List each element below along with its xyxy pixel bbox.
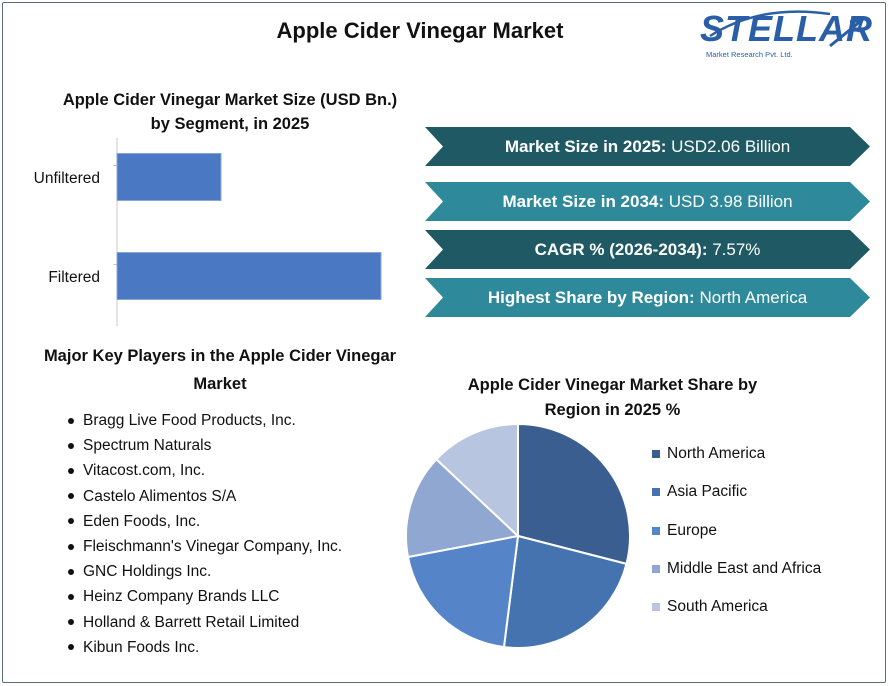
player-name: Fleischmann's Vinegar Company, Inc. xyxy=(83,538,343,556)
pie-slice-middle-east-and-africa xyxy=(405,457,521,559)
banner-arrow-shape xyxy=(425,127,870,166)
stat-banner: Market Size in 2034: USD 3.98 Billion xyxy=(425,182,870,221)
players-list: Bragg Live Food Products, Inc. Spectrum N… xyxy=(68,408,342,660)
legend-label: South America xyxy=(667,598,768,616)
bar-chart: Unfiltered Filtered xyxy=(34,138,382,326)
pie-chart-title: Apple Cider Vinegar Market Share by Regi… xyxy=(467,376,758,419)
legend-label: Asia Pacific xyxy=(667,483,748,501)
pie-slice-asia-pacific xyxy=(502,534,628,649)
players-title: Major Key Players in the Apple Cider Vin… xyxy=(43,347,397,393)
stat-banner: Highest Share by Region: North America xyxy=(425,278,870,317)
legend-label: Middle East and Africa xyxy=(667,560,822,578)
legend-label: North America xyxy=(667,445,766,463)
player-name: Vitacost.com, Inc. xyxy=(83,462,206,480)
main-title: Apple Cider Vinegar Market xyxy=(276,18,564,43)
player-name: Eden Foods, Inc. xyxy=(83,512,201,530)
player-list-item: Vitacost.com, Inc. xyxy=(68,458,342,483)
player-list-item: Castelo Alimentos S/A xyxy=(68,484,342,509)
banner-text: Market Size in 2025: USD2.06 Billion xyxy=(505,137,790,157)
bullet-icon xyxy=(68,644,74,651)
player-name: Heinz Company Brands LLC xyxy=(83,588,280,606)
banner-value: 7.57% xyxy=(707,239,761,259)
bar-category-label: Unfiltered xyxy=(34,170,100,187)
legend-swatch xyxy=(652,603,660,612)
banner-text: Market Size in 2034: USD 3.98 Billion xyxy=(502,192,792,212)
banner-text: CAGR % (2026-2034): 7.57% xyxy=(535,240,761,260)
bar-chart-title: Apple Cider Vinegar Market Size (USD Bn.… xyxy=(62,91,398,133)
pie-legend: North America Asia Pacific Europe Middle Ea… xyxy=(652,435,821,626)
pie-slice-europe xyxy=(406,534,520,649)
bullet-icon xyxy=(68,594,74,601)
stat-banner: CAGR % (2026-2034): 7.57% xyxy=(425,230,870,269)
legend-item: Europe xyxy=(652,512,821,550)
banner-value: North America xyxy=(694,287,808,307)
legend-swatch xyxy=(652,450,660,459)
legend-swatch xyxy=(652,526,660,535)
player-name: Castelo Alimentos S/A xyxy=(83,487,237,505)
banner-value: USD 3.98 Billion xyxy=(664,191,793,211)
pie-chart xyxy=(405,422,631,649)
bar-category-label: Filtered xyxy=(48,269,100,286)
banner-arrow-shape xyxy=(425,182,870,221)
bullet-icon xyxy=(68,568,74,575)
legend-label: Europe xyxy=(667,521,717,539)
stat-banner: Market Size in 2025: USD2.06 Billion xyxy=(425,127,870,166)
bullet-icon xyxy=(68,417,74,424)
banner-label: Highest Share by Region: xyxy=(487,287,695,307)
legend-item: South America xyxy=(652,588,821,626)
logo-tagline: Market Research Pvt. Ltd. xyxy=(706,50,793,59)
banner-arrow-shape xyxy=(425,230,870,269)
bar-unfiltered xyxy=(116,153,222,201)
bullet-icon xyxy=(68,442,74,449)
banner-label: Market Size in 2025: xyxy=(504,136,667,156)
bar-filtered xyxy=(116,252,382,300)
pie-slice-north-america xyxy=(517,422,631,566)
player-name: Bragg Live Food Products, Inc. xyxy=(83,412,296,429)
player-name: Kibun Foods Inc. xyxy=(83,638,200,656)
player-list-item: Holland & Barrett Retail Limited xyxy=(68,610,342,635)
legend-item: North America xyxy=(652,435,821,473)
logo-wordmark: STELLAR xyxy=(700,8,873,49)
player-name: GNC Holdings Inc. xyxy=(83,563,212,581)
bullet-icon xyxy=(68,543,74,550)
player-name: Spectrum Naturals xyxy=(83,437,212,455)
legend-swatch xyxy=(652,488,660,497)
banner-value: USD2.06 Billion xyxy=(666,136,791,156)
legend-item: Asia Pacific xyxy=(652,473,821,511)
bullet-icon xyxy=(68,619,74,626)
player-list-item: Bragg Live Food Products, Inc. xyxy=(68,408,342,433)
banner-arrow-shape xyxy=(425,278,870,317)
banner-label: CAGR % (2026-2034): xyxy=(534,239,708,259)
player-name: Holland & Barrett Retail Limited xyxy=(83,613,300,631)
player-list-item: Eden Foods, Inc. xyxy=(68,509,342,534)
player-list-item: Fleischmann's Vinegar Company, Inc. xyxy=(68,534,342,559)
player-list-item: Kibun Foods Inc. xyxy=(68,635,342,660)
pie-slice-south-america xyxy=(434,422,519,539)
banner-text: Highest Share by Region: North America xyxy=(488,288,807,308)
banner-label: Market Size in 2034: xyxy=(502,191,665,211)
bullet-icon xyxy=(68,518,74,525)
logo-swoosh-icon xyxy=(709,10,868,48)
bullet-icon xyxy=(68,493,74,500)
player-list-item: Spectrum Naturals xyxy=(68,433,342,458)
stellar-logo: STELLAR Market Research Pvt. Ltd. xyxy=(700,6,873,66)
player-list-item: Heinz Company Brands LLC xyxy=(68,584,342,609)
bullet-icon xyxy=(68,468,74,474)
legend-item: Middle East and Africa xyxy=(652,550,821,588)
player-list-item: GNC Holdings Inc. xyxy=(68,559,342,584)
legend-swatch xyxy=(652,565,660,574)
